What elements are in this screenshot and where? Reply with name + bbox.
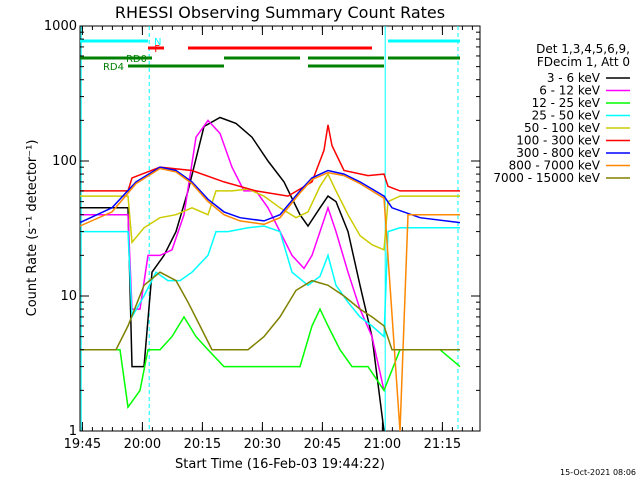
x-tick-label: 20:15: [184, 437, 221, 452]
series-line-4: [80, 225, 460, 339]
legend-entry-label: 7000 - 15000 keV: [493, 171, 600, 185]
y-axis-label: Count Rate (s⁻¹ detector⁻¹): [25, 140, 40, 317]
x-tick-label: 20:00: [124, 437, 161, 452]
series-line-3: [80, 307, 461, 410]
series-lines: [79, 116, 461, 432]
legend-entry-label: 50 - 100 keV: [524, 121, 601, 135]
x-tick-label: 21:15: [424, 437, 461, 452]
legend-entry-label: 12 - 25 keV: [532, 96, 601, 110]
series-line-8: [79, 167, 460, 432]
legend: Det 1,3,4,5,6,9, FDecim 1, Att 0 3 - 6 k…: [493, 42, 630, 185]
series-line-9: [80, 271, 460, 351]
state-bar-label: RD0: [126, 54, 147, 65]
state-bar-label: RD4: [103, 62, 124, 73]
x-axis-ticks: 19:45 20:00 20:15 20:30 20:45 21:00 21:15: [64, 26, 473, 452]
chart-title: RHESSI Observing Summary Count Rates: [115, 3, 445, 22]
y-axis-ticks: 1 10 100 1000: [44, 19, 480, 439]
x-axis-label: Start Time (16-Feb-03 19:44:22): [175, 457, 385, 472]
series-line-7: [79, 166, 461, 224]
legend-entry-label: 3 - 6 keV: [547, 71, 601, 85]
legend-entry-label: 800 - 7000 keV: [509, 159, 601, 173]
series-line-5: [80, 172, 460, 251]
series-line-1: [80, 116, 385, 432]
y-tick-label: 100: [52, 154, 77, 169]
y-tick-label: 1: [69, 424, 77, 439]
state-bar-label: N: [154, 37, 161, 48]
series-line-6: [80, 124, 460, 197]
legend-entry-label: 100 - 300 keV: [516, 134, 600, 148]
x-tick-label: 19:45: [64, 437, 101, 452]
x-tick-label: 20:45: [304, 437, 341, 452]
footer-date: 15-Oct-2021 08:06: [560, 468, 636, 477]
x-tick-label: 20:30: [244, 437, 281, 452]
state-bar-label: F: [154, 44, 160, 55]
series-line-2: [80, 119, 385, 391]
plot-frame: [79, 25, 481, 432]
legend-entry-label: 25 - 50 keV: [532, 109, 601, 123]
legend-entry-label: 6 - 12 keV: [539, 84, 601, 98]
y-tick-label: 1000: [44, 19, 77, 34]
x-tick-label: 21:00: [364, 437, 401, 452]
legend-title-line-1: Det 1,3,4,5,6,9,: [536, 42, 630, 56]
legend-title-line-2: FDecim 1, Att 0: [537, 55, 630, 69]
y-tick-label: 10: [60, 289, 77, 304]
legend-entry-label: 300 - 800 keV: [516, 146, 600, 160]
